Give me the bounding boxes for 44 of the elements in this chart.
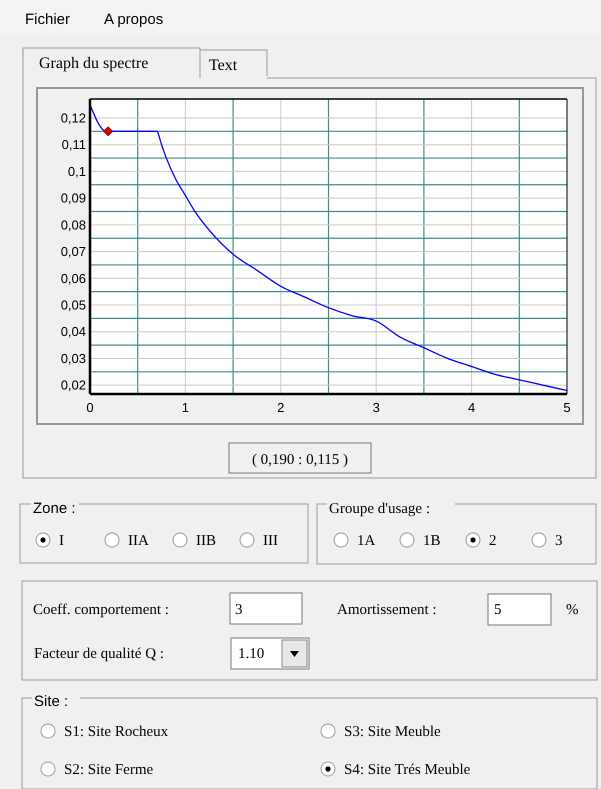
text: 5 bbox=[494, 602, 502, 618]
text: Facteur de qualité Q : bbox=[34, 646, 164, 662]
text: S3: Site Meuble bbox=[344, 724, 442, 740]
text: I bbox=[59, 533, 64, 549]
text: IIB bbox=[196, 533, 216, 549]
y-tick-label: 0,04 bbox=[60, 324, 86, 340]
text: III bbox=[263, 533, 278, 549]
text: 1.10 bbox=[238, 646, 264, 662]
text: % bbox=[566, 602, 578, 618]
text: Amortissement : bbox=[337, 602, 437, 618]
x-tick-label: 3 bbox=[372, 400, 380, 415]
x-tick-label: 2 bbox=[277, 400, 284, 415]
text: Groupe d'usage : bbox=[329, 501, 430, 517]
text: Coeff. comportement : bbox=[33, 602, 169, 618]
y-tick-label: 0,05 bbox=[60, 298, 86, 313]
text: 1A bbox=[357, 533, 376, 549]
text: ( 0,190 : 0,115 ) bbox=[252, 452, 348, 468]
text: IIA bbox=[128, 533, 149, 549]
y-tick-label: 0,06 bbox=[60, 270, 86, 286]
text: Site : bbox=[34, 693, 68, 710]
y-tick-label: 0,12 bbox=[60, 110, 86, 126]
y-tick-label: 0,07 bbox=[60, 244, 86, 260]
text: S2: Site Ferme bbox=[64, 762, 154, 778]
text: Graph du spectre bbox=[39, 55, 148, 72]
y-tick-label: 0,09 bbox=[60, 190, 86, 206]
text: 3 bbox=[555, 533, 562, 549]
text: S4: Site Trés Meuble bbox=[344, 762, 471, 778]
text: S1: Site Rocheux bbox=[64, 724, 169, 740]
text: Fichier bbox=[25, 11, 70, 28]
text: 2 bbox=[489, 533, 496, 549]
y-tick-label: 0,1 bbox=[68, 164, 86, 179]
x-tick-label: 5 bbox=[563, 400, 571, 415]
text: A propos bbox=[104, 11, 164, 28]
y-tick-label: 0,11 bbox=[62, 137, 86, 152]
text: 1B bbox=[423, 533, 441, 549]
x-tick-label: 1 bbox=[182, 400, 190, 415]
x-tick-label: 0 bbox=[86, 400, 94, 415]
y-tick-label: 0,08 bbox=[60, 217, 86, 232]
text: 3 bbox=[235, 602, 242, 618]
x-tick-label: 4 bbox=[468, 400, 476, 415]
y-tick-label: 0,02 bbox=[60, 378, 86, 393]
text: Zone : bbox=[33, 500, 76, 517]
text: Text bbox=[209, 57, 238, 74]
y-tick-label: 0,03 bbox=[60, 350, 86, 366]
